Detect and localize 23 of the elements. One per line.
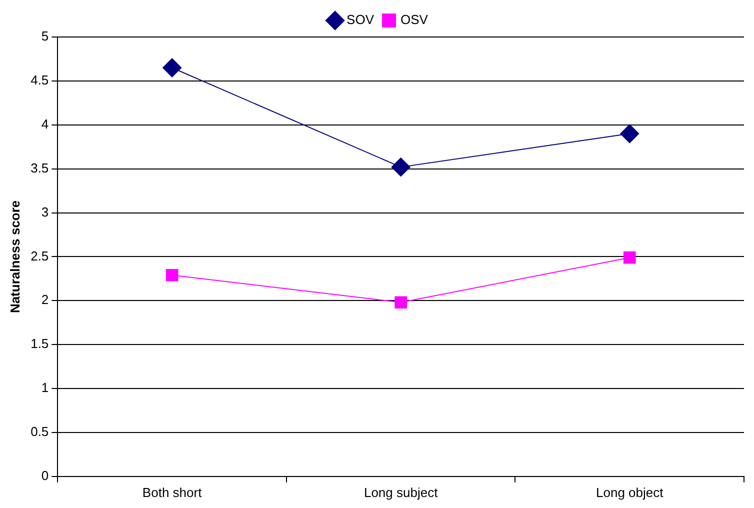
x-tick-label: Both short	[142, 484, 202, 500]
y-tick-label: 1.5	[30, 336, 49, 352]
y-tick-label: 1	[41, 380, 49, 396]
x-tick-label: Long subject	[364, 484, 438, 500]
legend-label: SOV	[346, 12, 374, 28]
point	[162, 58, 182, 78]
x-tick-label: Long object	[596, 484, 664, 500]
y-tick-label: 2	[41, 292, 49, 308]
y-tick-label: 2.5	[30, 248, 49, 264]
y-tick-label: 0.5	[30, 424, 49, 440]
point	[394, 296, 407, 309]
y-axis-title: Naturalness score	[7, 200, 22, 314]
point	[166, 269, 178, 282]
point	[620, 124, 640, 144]
legend-label: OSV	[400, 12, 428, 28]
y-tick-label: 4	[41, 116, 49, 132]
y-tick-label: 0	[41, 468, 49, 483]
y-tick-label: 3	[41, 204, 49, 220]
y-tick-label: 4.5	[30, 72, 49, 88]
point	[391, 158, 410, 177]
point	[623, 251, 636, 264]
y-tick-label: 3.5	[30, 160, 49, 176]
y-tick-label: 5	[41, 28, 49, 44]
